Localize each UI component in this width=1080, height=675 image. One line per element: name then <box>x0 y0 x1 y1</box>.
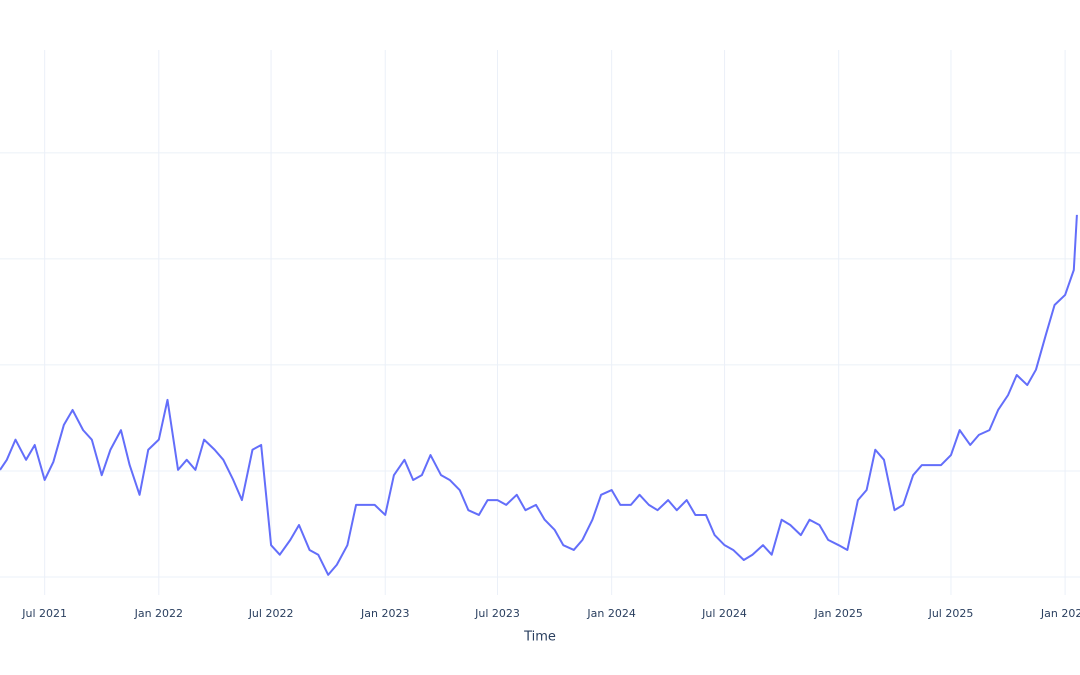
x-tick-label: Jul 2022 <box>248 607 294 620</box>
x-tick-label: Jan 2024 <box>586 607 635 620</box>
x-tick-label: Jul 2023 <box>474 607 520 620</box>
x-tick-label: Jul 2021 <box>21 607 67 620</box>
data-line <box>0 214 1078 576</box>
x-tick-label: Jan 2022 <box>134 607 183 620</box>
x-tick-label: Jan 2026 <box>1040 607 1080 620</box>
x-axis-title: Time <box>523 630 556 645</box>
x-tick-label: Jan 2023 <box>360 607 409 620</box>
x-tick-label: Jul 2024 <box>701 607 747 620</box>
x-tick-label: Jul 2025 <box>928 607 974 620</box>
x-tick-label: Jan 2025 <box>813 607 862 620</box>
